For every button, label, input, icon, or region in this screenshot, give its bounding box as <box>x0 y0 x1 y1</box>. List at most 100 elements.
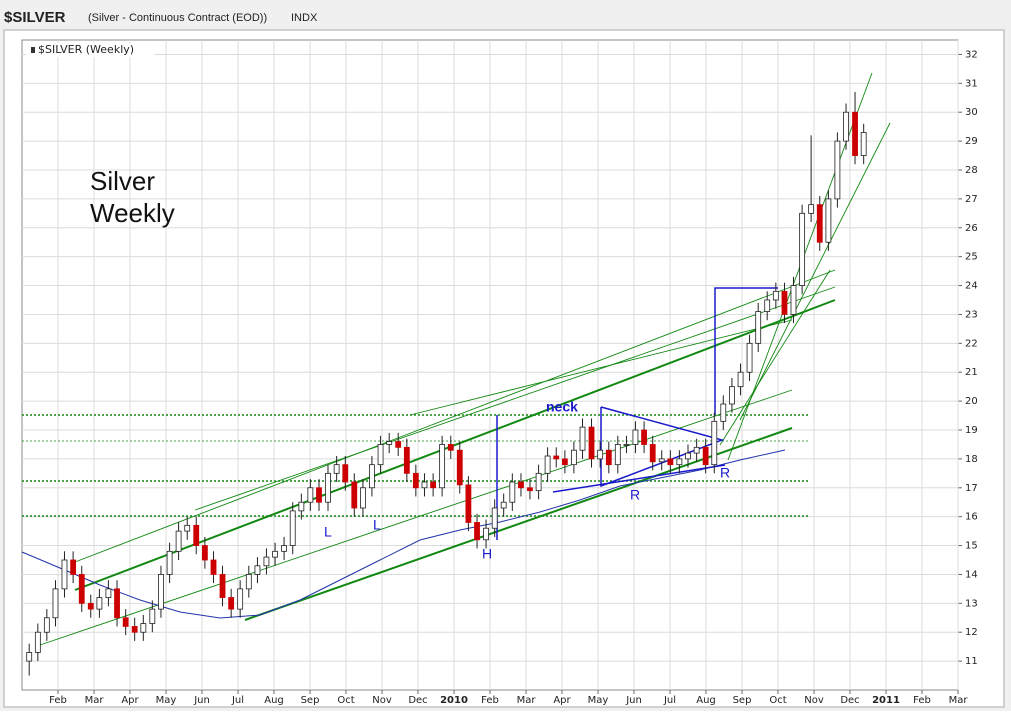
candle-body <box>325 472 331 503</box>
candle-body <box>843 111 849 142</box>
y-tick-label: 12 <box>965 627 978 638</box>
candle-body <box>544 455 551 474</box>
candle-body <box>184 524 191 532</box>
candle-body <box>474 522 480 541</box>
candle <box>588 418 595 468</box>
x-tick-label: Nov <box>804 695 824 706</box>
candle-body <box>553 455 560 460</box>
exchange: INDX <box>291 12 318 24</box>
y-tick-label: 19 <box>965 425 978 436</box>
candle <box>781 282 788 324</box>
x-tick-label: Aug <box>264 695 284 706</box>
candle <box>61 551 68 598</box>
candle <box>667 450 674 474</box>
candle <box>166 542 173 584</box>
candle-body <box>26 652 33 662</box>
candle <box>702 438 709 474</box>
candle <box>184 516 191 540</box>
candle <box>834 132 841 208</box>
candle <box>333 456 340 482</box>
candle-body <box>720 403 727 422</box>
candle-body <box>228 597 235 610</box>
candle <box>632 421 639 454</box>
candle <box>579 418 586 459</box>
candle-body <box>588 426 595 460</box>
candle <box>34 623 41 662</box>
candle-body <box>808 204 815 214</box>
candle-body <box>852 111 858 156</box>
candle-body <box>263 556 270 567</box>
x-tick-label: Jun <box>625 695 642 706</box>
candle <box>114 580 120 627</box>
candle <box>342 456 349 491</box>
candle-body <box>61 559 68 590</box>
candle <box>658 450 665 471</box>
x-tick-label: Jul <box>663 695 676 706</box>
candle-body <box>193 524 200 546</box>
candle-body <box>702 446 709 466</box>
y-tick-label: 16 <box>965 512 978 523</box>
candle <box>298 493 305 520</box>
candle <box>605 441 612 474</box>
candle-body <box>483 527 489 541</box>
candle-body <box>535 472 542 492</box>
candle <box>26 643 33 676</box>
candle-body <box>579 426 586 451</box>
candle <box>377 435 384 474</box>
candle <box>816 196 823 251</box>
candle-body <box>825 198 832 243</box>
legend-icon <box>31 47 35 53</box>
candle <box>790 276 797 324</box>
candle <box>70 551 77 584</box>
candle <box>87 594 94 618</box>
candle-body <box>685 452 691 460</box>
candle <box>843 103 849 150</box>
candle-body <box>114 588 120 619</box>
candle-body <box>34 631 41 653</box>
candle <box>245 565 252 598</box>
candle-body <box>570 449 577 466</box>
candle <box>96 588 103 618</box>
candle-body <box>281 545 287 552</box>
candle <box>693 438 700 462</box>
trend-line <box>74 299 836 591</box>
candle <box>456 441 463 494</box>
candle-body <box>43 617 50 633</box>
candle <box>465 476 472 532</box>
x-tick-label: Oct <box>769 695 786 706</box>
candle-body <box>527 487 533 492</box>
candle <box>122 609 129 636</box>
candle <box>614 435 621 474</box>
candle <box>447 435 454 459</box>
target-line <box>714 287 778 415</box>
candle-body <box>729 386 735 405</box>
candle <box>711 412 718 474</box>
trend-line <box>194 286 836 511</box>
candle-body <box>676 458 683 466</box>
y-tick-label: 13 <box>965 598 978 609</box>
x-tick-label: Sep <box>733 695 752 706</box>
candle <box>772 282 779 309</box>
candle <box>325 464 331 511</box>
candle-body <box>201 545 208 561</box>
legend-label: $SILVER (Weekly) <box>38 43 134 56</box>
candle <box>641 421 647 454</box>
candle <box>281 536 287 560</box>
candle <box>685 444 691 468</box>
candle-body <box>597 449 604 460</box>
chart-title: $SILVER <box>4 9 66 26</box>
candle-body <box>772 290 779 301</box>
y-tick-label: 14 <box>965 569 978 580</box>
candle-body <box>561 458 568 466</box>
candle <box>825 190 832 251</box>
annotations: Silver Weekly neck L L H R R <box>90 166 730 562</box>
annotation: L <box>373 517 381 533</box>
candle-body <box>175 530 182 552</box>
neckline <box>552 464 726 493</box>
candle <box>623 435 630 454</box>
trend-line <box>74 269 836 563</box>
x-tick-label: Nov <box>372 695 392 706</box>
candle-body <box>219 574 226 598</box>
x-tick-label: Feb <box>913 695 931 706</box>
